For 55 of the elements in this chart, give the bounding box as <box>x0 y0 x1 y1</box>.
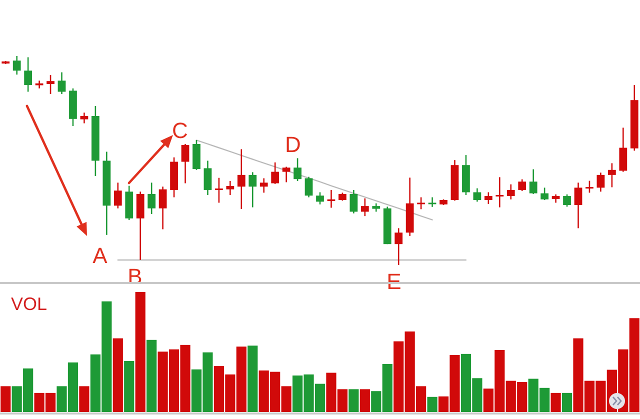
candlestick <box>181 143 190 184</box>
candlestick <box>473 188 482 202</box>
candlestick <box>237 148 246 210</box>
candlestick <box>506 184 515 200</box>
candlestick <box>158 186 167 230</box>
candlestick <box>484 192 492 205</box>
bar <box>146 340 157 412</box>
candlestick <box>282 166 290 183</box>
candlestick <box>619 127 628 172</box>
candlestick <box>248 172 257 208</box>
candlestick <box>529 168 538 195</box>
candlestick <box>596 172 605 192</box>
candlestick <box>148 182 156 215</box>
candlestick <box>12 55 21 76</box>
annotation: D <box>285 132 301 157</box>
chart-title: VOL <box>11 294 48 314</box>
candlestick <box>294 158 302 182</box>
candlestick <box>260 178 268 194</box>
candlestick <box>304 176 313 198</box>
bar <box>550 392 561 412</box>
candlestick <box>350 189 358 214</box>
candlestick <box>428 196 436 208</box>
bar <box>427 396 438 412</box>
bar <box>124 361 134 412</box>
candlestick <box>46 74 54 95</box>
candlestick <box>586 180 594 194</box>
candlestick <box>80 112 88 124</box>
bar <box>348 389 359 412</box>
candlestick <box>394 228 403 266</box>
candlestick <box>35 80 44 90</box>
candlestick <box>316 192 324 206</box>
candlestick <box>540 187 548 201</box>
candlestick <box>417 196 425 210</box>
bar <box>360 389 370 412</box>
bar <box>0 386 11 412</box>
candlestick <box>215 177 223 204</box>
candlestick <box>574 182 582 229</box>
bar <box>562 392 572 412</box>
bar <box>112 338 123 412</box>
candlestick <box>360 198 369 217</box>
candlestick <box>226 180 234 196</box>
candlestick <box>114 182 122 210</box>
bar <box>79 386 90 412</box>
candlestick <box>563 194 571 208</box>
candlestick <box>496 176 504 208</box>
candlestick <box>271 162 280 185</box>
bar <box>135 292 146 412</box>
candlestick <box>24 56 32 92</box>
candlestick <box>58 72 66 95</box>
candlestick <box>608 162 616 188</box>
bar <box>248 346 258 412</box>
annotation: A <box>92 243 108 268</box>
candlestick <box>204 160 212 196</box>
annotation: C <box>172 118 188 143</box>
candlestick <box>518 178 526 192</box>
